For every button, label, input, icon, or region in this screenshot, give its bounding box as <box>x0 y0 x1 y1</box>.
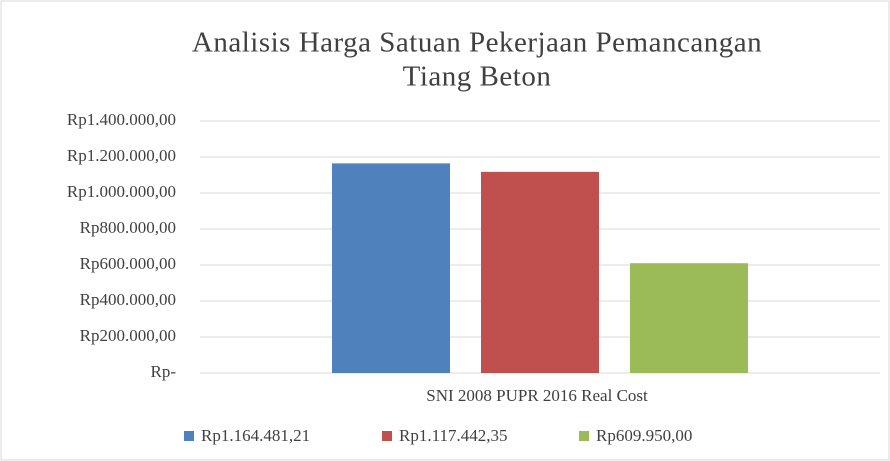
chart-title: Tiang Beton <box>403 61 552 93</box>
y-tick-label: Rp800.000,00 <box>80 218 176 237</box>
legend-label: Rp609.950,00 <box>596 426 692 445</box>
bar <box>332 163 450 373</box>
legend-swatch <box>184 431 194 441</box>
y-tick-label: Rp1.200.000,00 <box>67 146 176 165</box>
legend-swatch <box>579 431 589 441</box>
bar <box>630 263 748 373</box>
x-tick-label: SNI 2008 PUPR 2016 Real Cost <box>426 386 648 405</box>
y-tick-label: Rp- <box>151 362 177 381</box>
y-tick-label: Rp400.000,00 <box>80 290 176 309</box>
legend-label: Rp1.117.442,35 <box>399 426 507 445</box>
y-tick-label: Rp1.000.000,00 <box>67 182 176 201</box>
y-tick-label: Rp600.000,00 <box>80 254 176 273</box>
y-tick-label: Rp1.400.000,00 <box>67 110 176 129</box>
y-tick-label: Rp200.000,00 <box>80 326 176 345</box>
legend-label: Rp1.164.481,21 <box>201 426 310 445</box>
chart-title: Analisis Harga Satuan Pekerjaan Pemancan… <box>192 27 762 59</box>
legend-swatch <box>382 431 392 441</box>
bar <box>481 171 599 373</box>
